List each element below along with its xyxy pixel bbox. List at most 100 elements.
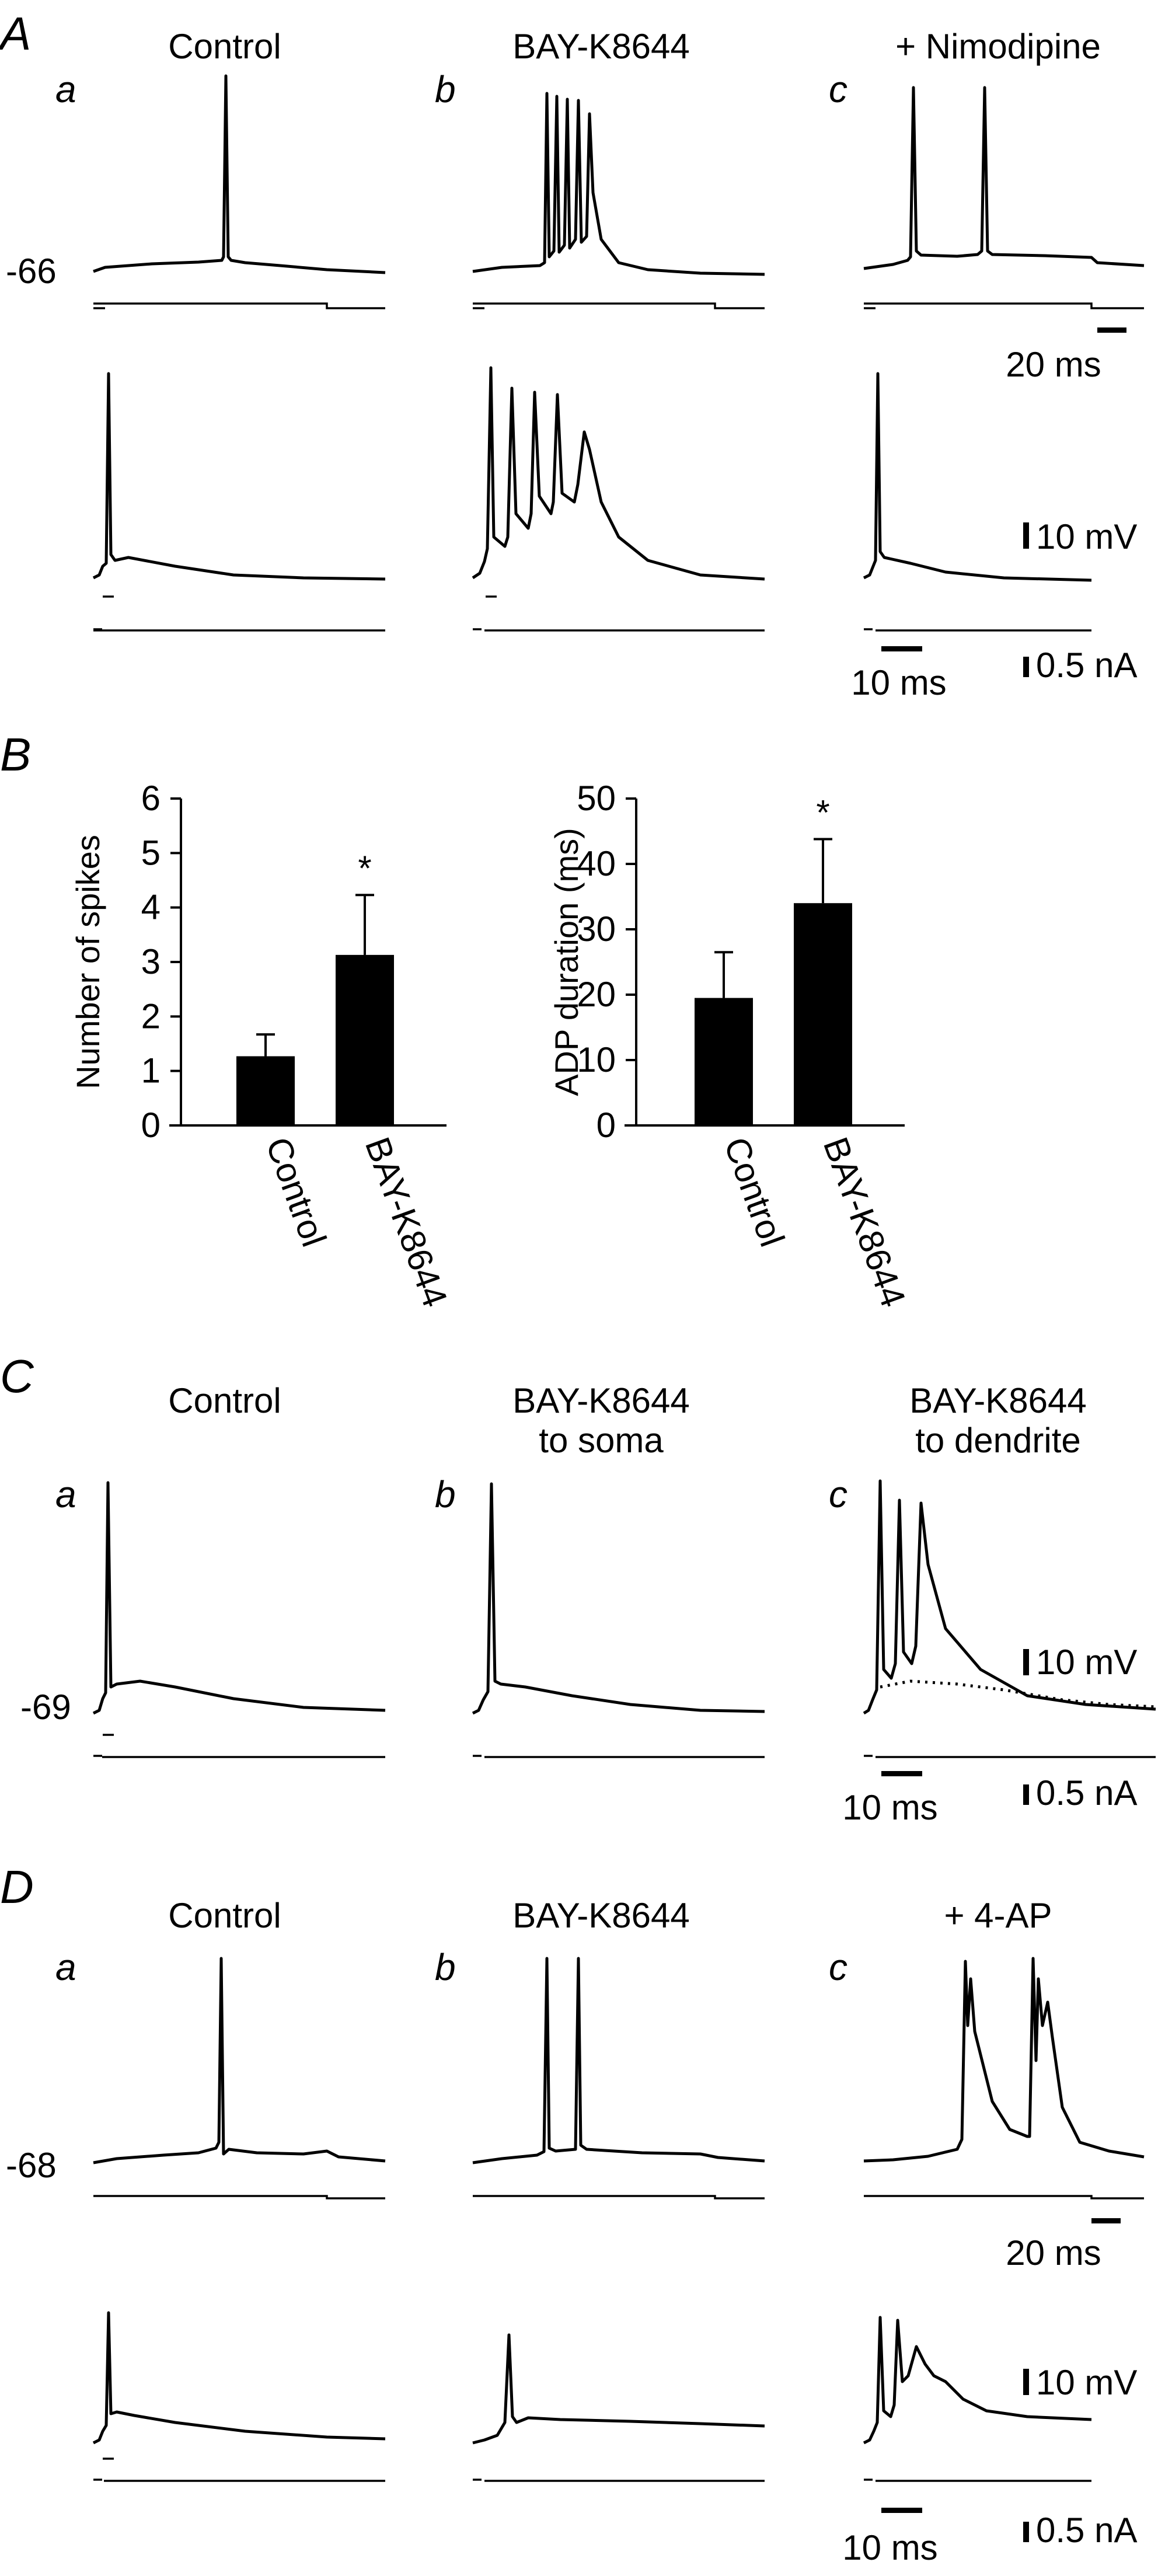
trace-a-bay-long xyxy=(472,92,765,276)
panel-d-sub-b: b xyxy=(435,1946,456,1988)
panel-c-resting-potential: -69 xyxy=(20,1688,71,1727)
panel-b: B 0 1 2 3 4 5 6 Number of spikes Control * BAY-K86… xyxy=(0,728,913,1312)
panel-a-sub-b: b xyxy=(435,68,456,110)
current-c-control xyxy=(93,1734,385,1758)
scale-label-d-05na: 0.5 nA xyxy=(1036,2511,1137,2550)
panel-d-title-bay: BAY-K8644 xyxy=(512,1896,690,1935)
panel-a-resting-potential: -66 xyxy=(6,252,57,291)
current-a-nimodipine-long xyxy=(864,302,1144,309)
panel-c: C Control BAY-K8644 to soma BAY-K8644 to… xyxy=(0,1350,1156,1827)
y-tick-label: 20 xyxy=(577,975,616,1014)
current-d-bay-long xyxy=(473,2195,765,2199)
bar-bay-k8644 xyxy=(336,954,394,1125)
panel-a: A a b c Control BAY-K8644 + Nimodipine -… xyxy=(0,8,1145,702)
panel-c-sub-b: b xyxy=(435,1473,456,1515)
current-d-bay-short xyxy=(473,2479,765,2482)
significance-marker: * xyxy=(358,849,371,888)
panel-a-sub-a: a xyxy=(55,68,76,110)
bar-control xyxy=(695,998,753,1125)
scale-label-d-10mv: 10 mV xyxy=(1036,2363,1137,2402)
panel-c-sub-c: c xyxy=(829,1473,847,1515)
scale-bar-d-20ms xyxy=(1091,2218,1121,2223)
current-c-bay-soma xyxy=(473,1755,765,1758)
scale-bar-d-10ms xyxy=(881,2508,922,2513)
scale-bar-c-10mv xyxy=(1023,1649,1029,1675)
y-tick-label: 1 xyxy=(141,1051,161,1090)
bar-control xyxy=(236,1056,295,1125)
current-a-bay-long xyxy=(473,302,765,309)
panel-c-title-bay-soma: BAY-K8644 xyxy=(512,1381,690,1420)
y-tick-label: 4 xyxy=(141,888,161,927)
trace-a-nimodipine-short xyxy=(863,372,1092,582)
y-axis-label: Number of spikes xyxy=(69,835,106,1089)
category-label: BAY-K8644 xyxy=(358,1132,455,1312)
panel-c-title-bay-dendrite: BAY-K8644 xyxy=(909,1381,1087,1420)
current-a-nimodipine-short xyxy=(864,628,1091,632)
y-tick-label: 2 xyxy=(141,996,161,1036)
scale-label-a-20ms: 20 ms xyxy=(1006,345,1101,384)
scale-bar-a-05na xyxy=(1023,657,1029,677)
trace-d-4ap-long xyxy=(863,1957,1145,2163)
y-tick-label: 0 xyxy=(597,1106,616,1145)
panel-d: D Control BAY-K8644 + 4-AP a b c -68 20 … xyxy=(0,1861,1145,2567)
scale-label-c-10mv: 10 mV xyxy=(1036,1643,1137,1682)
panel-c-title-bay-soma-2: to soma xyxy=(539,1421,664,1460)
y-tick-label: 3 xyxy=(141,942,161,981)
category-label: Control xyxy=(717,1132,792,1252)
bar-chart-1: 0 1 2 3 4 5 6 Number of spikes Control * BAY-K8644 xyxy=(69,779,455,1312)
trace-a-nimodipine-long xyxy=(863,86,1145,270)
current-c-bay-dendrite xyxy=(864,1755,1156,1758)
panel-a-sub-c: c xyxy=(829,68,847,110)
y-tick-label: 6 xyxy=(141,779,161,818)
panel-a-letter: A xyxy=(0,8,31,60)
scale-label-a-05na: 0.5 nA xyxy=(1036,646,1137,685)
current-d-control-short xyxy=(93,2458,385,2482)
scale-bar-a-20ms xyxy=(1097,327,1126,333)
scale-label-c-10ms: 10 ms xyxy=(842,1788,937,1827)
category-label: Control xyxy=(259,1132,334,1252)
panel-d-sub-c: c xyxy=(829,1946,847,1988)
scale-bar-d-05na xyxy=(1023,2522,1029,2542)
y-tick-label: 50 xyxy=(577,779,616,818)
trace-d-control-long xyxy=(93,1957,386,2164)
panel-d-sub-a: a xyxy=(55,1946,76,1988)
scale-bar-c-10ms xyxy=(881,1771,922,1776)
y-tick-label: 5 xyxy=(141,833,161,872)
scale-label-a-10mv: 10 mV xyxy=(1036,517,1137,556)
panel-b-letter: B xyxy=(0,728,31,780)
trace-d-bay-long xyxy=(472,1957,765,2164)
scale-label-d-20ms: 20 ms xyxy=(1006,2233,1101,2272)
bar-bay-k8644 xyxy=(794,903,852,1125)
current-a-control-short xyxy=(93,595,385,632)
y-tick-label: 10 xyxy=(577,1040,616,1079)
trace-c-bay-dendrite xyxy=(863,1479,1156,1715)
y-tick-label: 30 xyxy=(577,909,616,949)
panel-c-title-control: Control xyxy=(168,1381,281,1420)
trace-d-bay-short xyxy=(472,2333,765,2445)
current-a-bay-short xyxy=(473,595,765,632)
y-tick-label: 0 xyxy=(141,1106,161,1145)
trace-a-bay-short xyxy=(472,366,765,581)
trace-c-bay-soma xyxy=(472,1482,765,1715)
panel-a-title-bay: BAY-K8644 xyxy=(512,27,690,66)
scale-label-a-10ms: 10 ms xyxy=(851,663,946,702)
scale-bar-a-10mv xyxy=(1023,522,1029,549)
scale-bar-c-05na xyxy=(1023,1784,1029,1805)
panel-d-resting-potential: -68 xyxy=(6,2146,57,2185)
scale-label-c-05na: 0.5 nA xyxy=(1036,1773,1137,1812)
bar-charts: 0 1 2 3 4 5 6 Number of spikes Control * BAY-K8644… xyxy=(69,779,913,1312)
trace-c-control xyxy=(92,1481,386,1715)
trace-a-control-short xyxy=(92,372,386,581)
panel-a-title-nimodipine: + Nimodipine xyxy=(895,27,1101,66)
panel-c-letter: C xyxy=(0,1350,34,1402)
panel-d-letter: D xyxy=(0,1861,34,1913)
significance-marker: * xyxy=(816,793,829,832)
bar-chart-2: 0 10 20 30 40 50 ADP duration (ms) Control * BAY-… xyxy=(548,779,913,1312)
trace-d-control-short xyxy=(92,2311,386,2445)
scale-bar-a-10ms xyxy=(881,646,922,651)
y-tick-label: 40 xyxy=(577,844,616,883)
y-axis-label: ADP duration (ms) xyxy=(548,828,585,1096)
current-a-control-long xyxy=(93,302,385,309)
scale-bar-d-10mv xyxy=(1023,2369,1029,2395)
